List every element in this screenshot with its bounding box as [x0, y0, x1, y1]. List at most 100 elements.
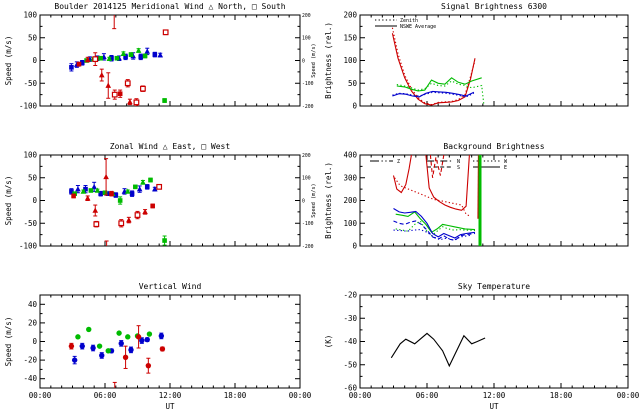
svg-text:-100: -100	[19, 102, 38, 111]
svg-text:E: E	[504, 165, 507, 171]
svg-text:100: 100	[23, 11, 37, 20]
series-bg-green-b	[395, 220, 476, 237]
svg-text:200: 200	[302, 13, 311, 19]
svg-text:06:00: 06:00	[416, 391, 439, 400]
svg-text:Speed (m/s): Speed (m/s)	[311, 43, 317, 77]
svg-text:0: 0	[302, 58, 305, 64]
svg-text:-40: -40	[343, 337, 357, 346]
y-axis-labels: -100 -50 0 50 100 Speed (m/s)	[4, 151, 37, 251]
svg-text:Background Brightness: Background Brightness	[443, 142, 544, 151]
svg-text:18:00: 18:00	[224, 391, 247, 400]
vertical-wind-panel: Vertical Wind -40 -20 0 20 40 Speed (m/s) 00:00…	[4, 282, 312, 411]
svg-text:400: 400	[343, 151, 357, 160]
series-zenith-red	[391, 27, 476, 106]
svg-text:300: 300	[343, 173, 357, 182]
axes	[359, 154, 629, 247]
svg-text:-40: -40	[23, 374, 37, 383]
background-brightness-panel: Background Brightness 0 100 200 300 400 Bright…	[324, 142, 629, 251]
svg-text:-100: -100	[302, 81, 314, 87]
svg-text:(K): (K)	[324, 335, 333, 349]
series-bg-green-a	[395, 211, 476, 234]
right-axis-labels: 200 100 0 -100 -200 Speed (m/s)	[302, 153, 317, 250]
svg-text:50: 50	[28, 173, 38, 182]
y-axis-labels: -40 -20 0 20 40 Speed (m/s)	[4, 300, 37, 383]
series-nswe-blue	[392, 90, 475, 98]
svg-text:Signal Brightness 6300: Signal Brightness 6300	[441, 2, 547, 11]
y-axis-labels: 0 50 100 150 200 Brightness (rel.)	[324, 11, 357, 111]
right-axis-labels: 200 100 0 -100 -200 Speed (m/s)	[302, 13, 317, 110]
svg-text:Boulder 2014125 Meridional: Boulder 2014125 Meridional Wind △ North,…	[54, 2, 285, 11]
series-east-west-red	[71, 158, 163, 246]
panel-title: Zonal Wind △ East, □ West	[110, 142, 231, 151]
svg-text:0: 0	[32, 56, 37, 65]
svg-text:0: 0	[32, 337, 37, 346]
zonal-wind-panel: Zonal Wind △ East, □ West-100-50050100Sp…	[4, 142, 317, 251]
panel-title: Sky Temperature	[458, 282, 530, 291]
plot-data	[392, 155, 482, 246]
series-nswe-red	[391, 33, 476, 106]
svg-text:Vertical Wind: Vertical Wind	[139, 282, 202, 291]
series-vertical-blue	[71, 332, 165, 365]
svg-text:200: 200	[302, 153, 311, 159]
svg-text:-30: -30	[343, 314, 357, 323]
series-bg-red-b	[425, 155, 470, 211]
series-sky-temp-line	[390, 332, 486, 368]
svg-text:00:00: 00:00	[349, 391, 372, 400]
series-east-west-blue	[69, 181, 158, 198]
svg-text:-50: -50	[23, 219, 37, 228]
svg-text:Brightness (rel.): Brightness (rel.)	[324, 22, 333, 99]
svg-text:50: 50	[348, 79, 358, 88]
signal-brightness-panel: Signal Brightness 6300 0 50 100 150 200 Bright…	[324, 2, 629, 111]
axes	[359, 294, 629, 389]
svg-text:-100: -100	[302, 221, 314, 227]
svg-text:00:00: 00:00	[29, 391, 52, 400]
svg-text:-50: -50	[23, 79, 37, 88]
series-vertical-red	[68, 325, 166, 388]
svg-text:100: 100	[302, 176, 311, 182]
svg-text:Speed (m/s): Speed (m/s)	[4, 176, 13, 226]
svg-text:100: 100	[343, 56, 357, 65]
meridional-wind-panel: Boulder 2014125 Meridional Wind △ North,…	[4, 2, 317, 111]
svg-text:18:00: 18:00	[550, 391, 573, 400]
svg-text:100: 100	[302, 36, 311, 42]
svg-text:Sky Temperature: Sky Temperature	[458, 282, 530, 291]
svg-text:-20: -20	[23, 356, 37, 365]
svg-text:Speed (m/s): Speed (m/s)	[311, 183, 317, 217]
panel-title: Boulder 2014125 Meridional Wind △ North,…	[54, 2, 285, 11]
x-axis-labels: 00:00 06:00 12:00 18:00 00:00 UT	[29, 391, 312, 411]
series-bg-red-dashed	[429, 155, 445, 178]
sky-temperature-panel: Sky Temperature -60 -50 -40 -30 -20 (K) 00:00 06…	[324, 282, 640, 411]
y-axis-labels: -100 -50 0 50 100 Speed (m/s)	[4, 11, 37, 111]
series-zenith-green	[396, 80, 485, 106]
y-axis-labels: 0 100 200 300 400 Brightness (rel.)	[324, 151, 357, 251]
series-bg-blue-a	[393, 208, 476, 239]
axes	[39, 14, 301, 107]
svg-text:06:00: 06:00	[94, 391, 117, 400]
svg-text:Zenith: Zenith	[400, 18, 418, 24]
legend: Z N W S E	[370, 159, 508, 171]
svg-text:0: 0	[302, 198, 305, 204]
series-bg-red-a	[392, 155, 412, 194]
series-nswe-green	[396, 77, 482, 92]
svg-text:NSWE Average: NSWE Average	[400, 24, 436, 30]
svg-text:UT: UT	[165, 402, 175, 411]
svg-text:100: 100	[343, 219, 357, 228]
svg-text:12:00: 12:00	[483, 391, 506, 400]
svg-text:100: 100	[23, 151, 37, 160]
svg-text:-200: -200	[302, 244, 314, 250]
svg-text:150: 150	[343, 33, 357, 42]
axes	[39, 154, 301, 247]
svg-text:20: 20	[28, 318, 38, 327]
series-north-south-red	[76, 15, 169, 106]
svg-text:40: 40	[28, 300, 38, 309]
plot-data	[390, 332, 486, 368]
svg-text:Zonal Wind △ East, □ West: Zonal Wind △ East, □ West	[110, 142, 231, 151]
plot-data	[391, 27, 485, 106]
series-vertical-green	[75, 326, 153, 354]
svg-text:200: 200	[343, 11, 357, 20]
x-axis-labels: 00:00 06:00 12:00 18:00 00:00 UT	[349, 391, 640, 411]
svg-text:W: W	[504, 159, 508, 165]
svg-text:0: 0	[352, 102, 357, 111]
